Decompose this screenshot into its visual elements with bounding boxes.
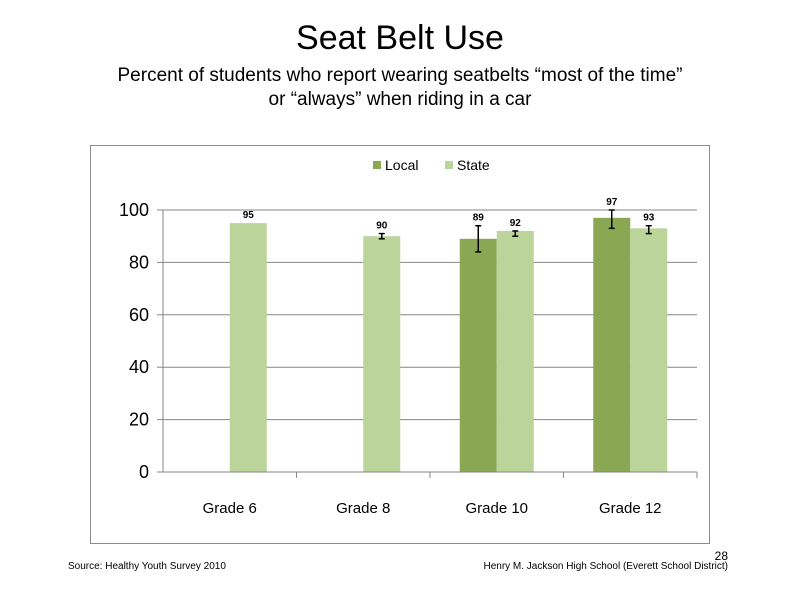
data-label: 89 (473, 213, 485, 224)
school-note: Henry M. Jackson High School (Everett Sc… (483, 561, 728, 572)
legend-swatch-state (445, 161, 453, 169)
y-tick-label: 20 (129, 410, 149, 430)
bar-local (459, 238, 497, 472)
y-tick-label: 100 (119, 200, 149, 220)
legend: Local State (373, 157, 490, 173)
bar-state (229, 223, 267, 472)
data-label: 90 (376, 221, 388, 232)
slide-title: Seat Belt Use (296, 19, 504, 57)
bar-state (630, 228, 668, 472)
x-tick-label: Grade 8 (336, 500, 390, 517)
legend-label-state: State (457, 157, 490, 173)
slide-subtitle: Percent of students who report wearing s… (0, 64, 800, 112)
data-label: 95 (243, 210, 255, 221)
bars (229, 209, 668, 472)
axes: 0 20 40 60 80 100 Grade 6 Grade 8 Grade 10 Grade … (119, 200, 698, 517)
legend-swatch-local (373, 161, 381, 169)
x-tick-label: Grade 12 (599, 500, 662, 517)
x-tick-label: Grade 10 (465, 500, 528, 517)
bar-state (496, 230, 534, 472)
chart-frame (90, 145, 710, 544)
bar-local (593, 217, 631, 472)
x-tick-label: Grade 6 (203, 500, 257, 517)
page-number: 28 (714, 549, 728, 563)
data-labels: 95 90 89 92 97 93 (243, 197, 655, 232)
y-tick-label: 40 (129, 357, 149, 377)
data-label: 93 (643, 213, 655, 224)
y-tick-label: 80 (129, 252, 149, 272)
subtitle-line-2: or “always” when riding in a car (268, 89, 532, 110)
y-tick-label: 60 (129, 305, 149, 325)
legend-label-local: Local (385, 157, 418, 173)
bar-state (363, 236, 401, 472)
y-tick-label: 0 (139, 462, 149, 482)
data-label: 92 (510, 218, 522, 229)
source-note: Source: Healthy Youth Survey 2010 (68, 561, 226, 572)
data-label: 97 (606, 197, 618, 208)
subtitle-line-1: Percent of students who report wearing s… (117, 65, 683, 86)
